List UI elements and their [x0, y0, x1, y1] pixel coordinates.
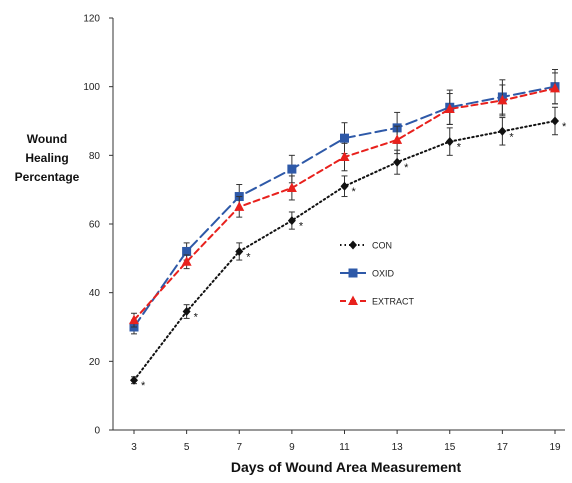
legend-label-extract: EXTRACT [372, 297, 415, 307]
data-point-con [287, 216, 296, 226]
data-point-extract [181, 256, 192, 266]
axis-labels: Wound Healing Percentage Days of Wound A… [15, 132, 462, 475]
series-con: * * * * * * * * * [130, 106, 567, 392]
significance-mark: * [194, 312, 199, 324]
x-tick-label: 9 [289, 442, 295, 453]
y-tick-label: 0 [94, 426, 100, 437]
y-axis-label-line-3: Percentage [15, 170, 80, 184]
data-point-con [393, 157, 402, 167]
significance-mark: * [509, 131, 514, 143]
significance-mark: * [246, 251, 251, 263]
y-tick-label: 80 [89, 151, 101, 162]
legend-label-con: CON [372, 241, 392, 251]
significance-mark: * [141, 380, 146, 392]
significance-mark: * [404, 162, 409, 174]
legend-marker-oxid [348, 268, 358, 278]
legend-item-con: CON [340, 240, 392, 251]
legend-item-oxid: OXID [340, 268, 395, 279]
significance-mark: * [562, 121, 567, 133]
legend-label-oxid: OXID [372, 269, 395, 279]
data-point-extract [339, 151, 350, 162]
significance-mark: * [299, 221, 304, 233]
data-point-extract [497, 94, 508, 105]
data-point-extract [392, 134, 403, 144]
legend-marker-con [349, 240, 357, 250]
significance-mark: * [457, 142, 462, 154]
data-point-extract [444, 103, 455, 113]
data-point-con [340, 181, 349, 191]
legend-item-extract: EXTRACT [340, 295, 415, 307]
data-point-con [130, 375, 138, 385]
data-point-oxid [287, 164, 297, 174]
data-point-con [235, 246, 244, 256]
y-axis-label-line-1: Wound [27, 132, 67, 146]
y-tick-label: 60 [89, 220, 101, 231]
y-tick-label: 40 [89, 288, 101, 299]
significance-mark: * [352, 186, 357, 198]
data-point-extract [129, 314, 139, 325]
data-point-oxid [182, 246, 192, 256]
x-tick-label: 19 [549, 442, 561, 453]
x-tick-label: 11 [339, 442, 350, 453]
data-point-oxid [340, 133, 349, 143]
y-axis-label-line-2: Healing [25, 151, 68, 165]
x-axis-label: Days of Wound Area Measurement [231, 459, 462, 475]
series-oxid [129, 69, 560, 335]
x-tick-label: 15 [444, 442, 456, 453]
x-tick-label: 7 [236, 442, 242, 453]
series-extract [129, 72, 560, 328]
axes: 0 20 40 60 80 100 120 3 5 7 9 11 13 15 17 19 [83, 14, 565, 453]
data-point-con [498, 126, 507, 136]
data-point-extract [286, 182, 297, 192]
legend-marker-extract [348, 295, 358, 305]
data-point-con [445, 137, 454, 147]
x-tick-label: 3 [131, 442, 137, 453]
y-tick-label: 100 [83, 82, 100, 93]
series-layer: * * * * * * * * * [129, 69, 567, 392]
x-tick-label: 5 [184, 442, 190, 453]
data-point-extract [234, 201, 245, 211]
data-point-con [551, 116, 559, 126]
x-tick-label: 13 [392, 442, 404, 453]
y-tick-label: 120 [83, 14, 100, 25]
legend: CON OXID EXTRACT [340, 240, 415, 307]
data-point-con [182, 307, 191, 317]
y-tick-label: 20 [89, 357, 101, 368]
data-point-extract [550, 82, 560, 93]
x-tick-label: 17 [497, 442, 509, 453]
